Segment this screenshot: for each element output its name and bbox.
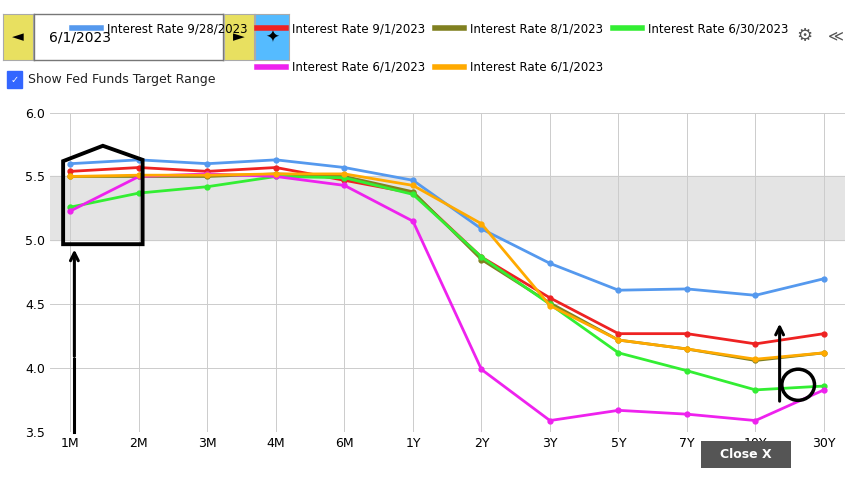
Text: Show Fed Funds Target Range: Show Fed Funds Target Range — [28, 73, 216, 86]
Text: ≪: ≪ — [828, 28, 844, 44]
Text: ◄: ◄ — [12, 30, 23, 45]
Legend: Interest Rate 6/1/2023, Interest Rate 6/1/2023: Interest Rate 6/1/2023, Interest Rate 6/… — [252, 56, 608, 79]
Bar — [50, 176, 845, 240]
Text: ⚙: ⚙ — [796, 27, 812, 45]
Text: ✦: ✦ — [265, 28, 279, 46]
Text: Close X: Close X — [720, 448, 772, 461]
Text: 6/1/2023: 6/1/2023 — [49, 30, 111, 44]
Text: ✓: ✓ — [10, 75, 19, 84]
Text: ►: ► — [233, 30, 244, 45]
Legend: Interest Rate 9/28/2023, Interest Rate 9/1/2023, Interest Rate 8/1/2023, Interes: Interest Rate 9/28/2023, Interest Rate 9… — [67, 18, 793, 40]
